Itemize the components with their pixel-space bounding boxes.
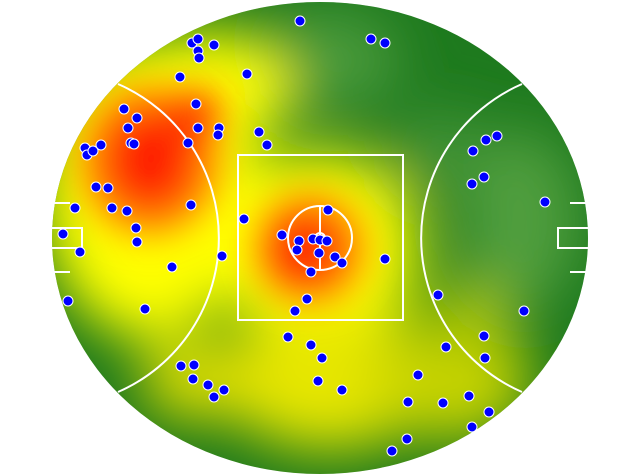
left-50m-arc [117,83,220,393]
data-point [322,204,334,216]
data-point [478,330,490,342]
data-point [316,352,328,364]
right-50m-arc [420,83,523,393]
data-point [128,138,140,150]
data-point [321,235,333,247]
data-point [463,390,475,402]
data-point [539,196,551,208]
data-point [401,433,413,445]
data-point [122,122,134,134]
data-point [440,341,452,353]
data-point [130,222,142,234]
data-point [87,145,99,157]
data-point [218,384,230,396]
data-point [193,52,205,64]
scatter-points [57,15,551,457]
data-point [208,391,220,403]
data-point [291,244,303,256]
data-point [293,235,305,247]
data-point [336,384,348,396]
data-point [518,305,530,317]
data-point [336,257,348,269]
data-point [386,445,398,457]
data-point [491,130,503,142]
data-point [282,331,294,343]
data-point [313,247,325,259]
data-point [402,396,414,408]
data-point [480,134,492,146]
data-point [301,293,313,305]
data-point [174,71,186,83]
data-point [190,98,202,110]
data-point [241,68,253,80]
data-point [192,122,204,134]
data-point [202,379,214,391]
data-point [253,126,265,138]
data-point [57,228,69,240]
data-point [312,375,324,387]
data-point [185,199,197,211]
data-point [329,251,341,263]
data-point [62,295,74,307]
data-point [131,236,143,248]
data-point [238,213,250,225]
data-point [106,202,118,214]
data-point [187,373,199,385]
data-point [467,145,479,157]
data-point [294,15,306,27]
data-point [479,352,491,364]
data-point [102,182,114,194]
data-point [131,112,143,124]
data-point [412,369,424,381]
data-point [166,261,178,273]
right-goal-square [557,227,588,249]
data-point [483,406,495,418]
data-point [305,339,317,351]
data-point [90,181,102,193]
data-point [192,33,204,45]
data-point [216,250,228,262]
data-point [175,360,187,372]
data-point [208,39,220,51]
data-point [289,305,301,317]
data-point [188,359,200,371]
data-point [466,178,478,190]
data-point [118,103,130,115]
data-point [379,253,391,265]
left-goal-square [52,227,83,249]
data-point [276,229,288,241]
data-point [139,303,151,315]
data-point [212,129,224,141]
centre-square [237,154,404,321]
data-point [466,421,478,433]
data-point [69,202,81,214]
data-point [437,397,449,409]
data-point [261,139,273,151]
data-point [121,205,133,217]
data-point [305,266,317,278]
data-point [478,171,490,183]
data-point [379,37,391,49]
data-point [74,246,86,258]
data-point [182,137,194,149]
data-point [365,33,377,45]
field-lines [52,83,588,393]
data-point [95,139,107,151]
data-point [432,289,444,301]
